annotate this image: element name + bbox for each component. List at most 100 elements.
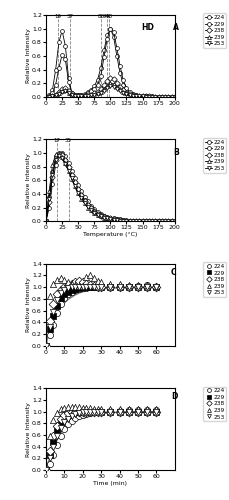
Point xyxy=(62,425,66,433)
Point xyxy=(108,283,112,291)
Point xyxy=(70,283,73,291)
Point xyxy=(59,300,62,308)
Point xyxy=(70,412,73,420)
Point xyxy=(108,283,112,291)
Point xyxy=(92,274,95,282)
Point xyxy=(48,292,51,300)
Point xyxy=(126,283,130,291)
Point xyxy=(48,325,51,333)
Legend: 224, 229, 238, 239, 253: 224, 229, 238, 239, 253 xyxy=(202,138,225,172)
Point xyxy=(48,432,51,440)
Point xyxy=(44,342,48,349)
Point xyxy=(77,283,81,291)
Point xyxy=(48,448,51,456)
Point xyxy=(108,283,112,291)
Point xyxy=(145,406,148,414)
Point xyxy=(99,408,103,416)
Point xyxy=(92,408,95,416)
Point xyxy=(81,283,84,291)
Point xyxy=(92,408,95,416)
Point xyxy=(66,284,70,292)
Legend: 224, 229, 238, 239, 253: 224, 229, 238, 239, 253 xyxy=(202,14,225,48)
Point xyxy=(84,408,88,416)
Text: 86: 86 xyxy=(98,14,104,19)
Point xyxy=(62,294,66,302)
Point xyxy=(59,286,62,294)
Point xyxy=(92,404,95,412)
Point xyxy=(73,408,77,416)
Point xyxy=(99,408,103,416)
Text: 19: 19 xyxy=(55,14,61,19)
Point xyxy=(59,289,62,297)
Point xyxy=(73,278,77,286)
Point xyxy=(70,404,73,411)
Point xyxy=(95,283,99,291)
Point xyxy=(59,424,62,432)
Point xyxy=(48,323,51,331)
Point xyxy=(77,408,81,416)
Point xyxy=(99,408,103,416)
Point xyxy=(136,282,139,290)
Point xyxy=(92,408,95,416)
Point xyxy=(95,408,99,416)
Point xyxy=(154,408,158,416)
Point xyxy=(81,283,84,291)
Point xyxy=(95,404,99,412)
Point xyxy=(95,282,99,290)
Text: 35: 35 xyxy=(65,138,72,143)
Point xyxy=(108,280,112,288)
Point xyxy=(99,408,103,416)
Text: 94: 94 xyxy=(103,14,109,19)
Point xyxy=(136,406,139,414)
Point xyxy=(108,407,112,415)
Point xyxy=(95,408,99,416)
Point xyxy=(66,420,70,428)
Point xyxy=(55,410,59,418)
Point xyxy=(66,414,70,422)
Point xyxy=(117,283,121,291)
Point xyxy=(88,283,92,291)
Point xyxy=(95,283,99,291)
Point xyxy=(73,286,77,294)
Point xyxy=(77,404,81,411)
Text: 17: 17 xyxy=(53,138,60,143)
Point xyxy=(59,432,62,440)
Point xyxy=(88,283,92,291)
Point xyxy=(84,408,88,416)
Point xyxy=(145,408,148,416)
Point xyxy=(126,283,130,291)
Point xyxy=(70,288,73,296)
Point xyxy=(117,405,121,413)
Point xyxy=(108,408,112,416)
Point xyxy=(84,283,88,291)
Point xyxy=(126,408,130,416)
Point xyxy=(51,438,55,446)
Point xyxy=(154,408,158,416)
Text: C: C xyxy=(170,268,176,277)
Legend: 224, 229, 238, 239, 253: 224, 229, 238, 239, 253 xyxy=(202,262,225,297)
Point xyxy=(44,342,48,349)
Point xyxy=(73,414,77,422)
Point xyxy=(70,286,73,294)
Point xyxy=(136,408,139,416)
Point xyxy=(73,404,77,411)
Point xyxy=(145,282,148,290)
Point xyxy=(77,284,81,292)
X-axis label: Temperature (°C): Temperature (°C) xyxy=(83,232,137,237)
Point xyxy=(92,282,95,290)
Point xyxy=(88,408,92,416)
Point xyxy=(136,408,139,416)
Point xyxy=(81,408,84,416)
Point xyxy=(92,408,95,416)
Point xyxy=(66,410,70,418)
Y-axis label: Relative Intensity: Relative Intensity xyxy=(25,402,30,456)
Point xyxy=(154,283,158,291)
Point xyxy=(73,283,77,291)
Point xyxy=(88,404,92,412)
Point xyxy=(70,417,73,425)
Point xyxy=(66,281,70,289)
Point xyxy=(55,426,59,434)
Point xyxy=(95,408,99,416)
Point xyxy=(84,283,88,291)
Point xyxy=(99,404,103,412)
